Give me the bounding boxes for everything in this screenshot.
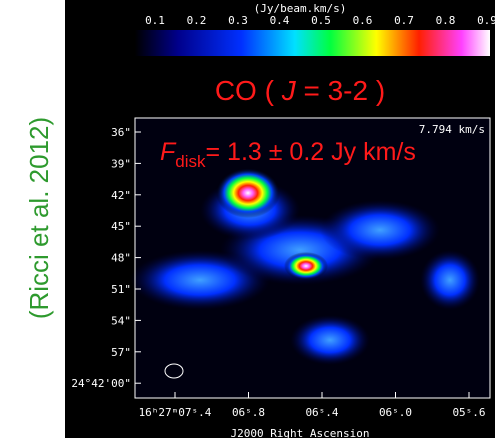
dec-tick-label: 36" (111, 126, 131, 139)
dec-tick-label: 51" (111, 283, 131, 296)
dec-tick-label: 57" (111, 346, 131, 359)
ra-tick-label: 06ˢ.8 (232, 406, 265, 419)
dec-tick-label: 42" (111, 189, 131, 202)
flux-text: = 1.3 ± 0.2 Jy km/s (206, 138, 416, 166)
title-j: J (281, 75, 297, 106)
side-label: (Ricci et al. 2012) (24, 117, 54, 319)
dec-tick-label: 24°42'00" (71, 377, 131, 390)
figure: (Ricci et al. 2012) (Jy/beam.km/s) CO ( … (0, 0, 495, 438)
colorbar-tick-label: 0.8 (436, 14, 456, 27)
flux-subscript: disk (175, 152, 206, 171)
ra-tick-label: 06ˢ.0 (379, 406, 412, 419)
colorbar-tick-label: 0.7 (394, 14, 414, 27)
dec-tick-label: 54" (111, 314, 131, 327)
colorbar-tick-label: 0.1 (145, 14, 165, 27)
colorbar-tick-label: 0.6 (353, 14, 373, 27)
colorbar-tick-label: 0.4 (270, 14, 290, 27)
dec-tick-label: 45" (111, 220, 131, 233)
title-before: CO ( (215, 75, 282, 106)
colorbar-tick-label: 0.2 (187, 14, 207, 27)
colorbar-tick-label: 0.3 (228, 14, 248, 27)
colorbar (135, 30, 490, 56)
page: {"side_label":"(Ricci et al. 2012)", "co… (0, 0, 495, 438)
velocity: 7.794 km/s (419, 123, 485, 136)
dec-tick-label: 48" (111, 252, 131, 265)
colorbar-tick-label: 0.9 (477, 14, 495, 27)
ra-tick-label: 06ˢ.4 (305, 406, 338, 419)
title-after: = 3-2 ) (296, 75, 385, 106)
title: CO ( J = 3-2 ) (215, 75, 385, 106)
ra-label: J2000 Right Ascension (230, 427, 369, 438)
ra-tick-label: 16ʰ27ᵐ07ˢ.4 (139, 406, 212, 419)
ra-tick-label: 05ˢ.6 (452, 406, 485, 419)
colorbar-tick-label: 0.5 (311, 14, 331, 27)
colorbar-unit: (Jy/beam.km/s) (254, 2, 347, 15)
dec-tick-label: 39" (111, 157, 131, 170)
